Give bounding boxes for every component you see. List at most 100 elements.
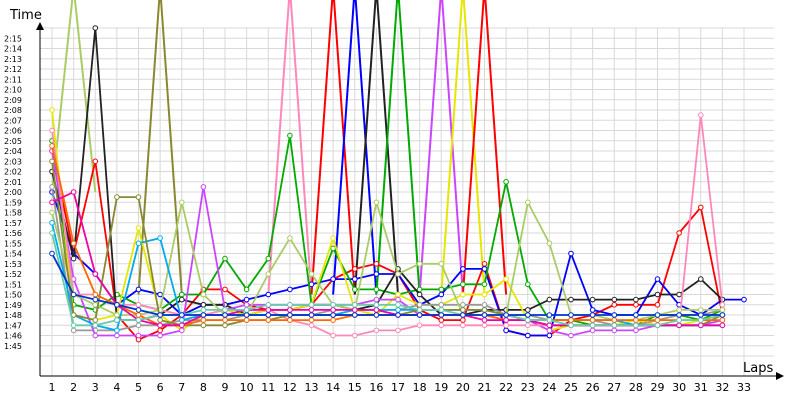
data-point <box>503 179 509 185</box>
data-point <box>460 307 466 313</box>
data-point <box>222 312 228 318</box>
data-point <box>546 312 553 318</box>
x-tick-label: 14 <box>326 381 340 394</box>
x-tick-label: 24 <box>542 381 556 394</box>
data-point <box>92 291 99 298</box>
x-axis-title: Laps <box>743 361 773 376</box>
data-point <box>481 322 488 329</box>
data-point <box>416 322 423 329</box>
data-point <box>135 307 142 313</box>
data-point <box>373 199 380 206</box>
data-point <box>438 322 445 329</box>
x-tick-label: 6 <box>157 381 164 394</box>
data-point <box>589 307 596 313</box>
data-point <box>114 317 120 323</box>
data-point <box>460 266 466 272</box>
data-point <box>92 296 99 303</box>
y-tick-label: 1:54 <box>4 250 22 259</box>
y-tick-label: 1:57 <box>4 219 22 228</box>
data-point <box>243 317 250 323</box>
x-tick-label: 19 <box>434 381 448 394</box>
data-point <box>481 266 488 272</box>
data-point <box>698 204 704 211</box>
y-tick-label: 1:45 <box>4 342 22 351</box>
y-tick-label: 1:58 <box>4 209 22 218</box>
data-point <box>568 250 574 257</box>
data-point <box>114 194 120 200</box>
data-point <box>135 312 142 318</box>
data-point <box>157 327 163 334</box>
data-point <box>352 276 358 282</box>
data-point <box>352 302 358 308</box>
data-point <box>70 322 77 329</box>
y-tick-label: 2:12 <box>4 65 22 74</box>
x-tick-label: 21 <box>478 381 492 394</box>
data-point <box>179 291 185 298</box>
x-tick-label: 20 <box>456 381 470 394</box>
x-tick-label: 32 <box>715 381 729 394</box>
data-point <box>352 312 358 318</box>
data-point <box>330 307 336 313</box>
data-point <box>460 312 466 318</box>
data-point <box>114 332 120 339</box>
x-tick-label: 8 <box>200 381 207 394</box>
y-tick-label: 1:50 <box>4 291 22 300</box>
data-point <box>330 302 336 308</box>
data-point <box>503 327 509 334</box>
y-tick-label: 2:02 <box>4 168 22 177</box>
data-point <box>49 184 55 190</box>
data-point <box>373 307 380 313</box>
data-point <box>633 317 639 323</box>
data-point <box>633 327 639 334</box>
data-point <box>416 312 423 318</box>
data-point <box>676 317 682 323</box>
data-point <box>49 107 55 113</box>
x-tick-label: 29 <box>651 381 665 394</box>
spike-line <box>440 0 486 295</box>
data-point <box>719 302 726 308</box>
data-point <box>265 291 272 298</box>
data-point <box>157 317 163 323</box>
y-tick-label: 2:11 <box>4 75 22 84</box>
data-point <box>654 276 661 282</box>
data-point <box>568 312 574 318</box>
x-tick-label: 13 <box>305 381 319 394</box>
data-point <box>481 307 488 313</box>
data-point <box>200 302 207 308</box>
data-point <box>481 312 488 318</box>
x-tick-label: 28 <box>629 381 643 394</box>
data-point <box>135 240 142 247</box>
y-tick-label: 2:01 <box>4 178 22 187</box>
data-point <box>568 332 574 339</box>
data-point <box>719 322 726 329</box>
series-line <box>51 27 724 321</box>
data-point <box>676 312 682 318</box>
data-point <box>416 307 423 313</box>
data-point <box>222 322 228 329</box>
data-point <box>676 291 682 298</box>
data-point <box>287 317 293 323</box>
spike-line <box>353 0 399 295</box>
data-point <box>438 286 445 293</box>
data-point <box>373 286 380 293</box>
data-point <box>157 332 163 339</box>
x-tick-label: 2 <box>70 381 77 394</box>
data-point <box>654 322 661 329</box>
data-point <box>287 302 293 308</box>
data-point <box>416 291 423 298</box>
data-point <box>546 296 553 303</box>
data-point <box>676 322 682 329</box>
data-point <box>70 189 77 195</box>
data-point <box>460 302 466 308</box>
data-point <box>70 327 77 334</box>
data-point <box>135 225 142 231</box>
data-point <box>719 317 726 323</box>
series-line <box>51 199 723 321</box>
data-point <box>503 317 509 323</box>
y-tick-label: 2:10 <box>4 86 22 95</box>
data-point <box>135 194 142 200</box>
data-point <box>676 307 682 313</box>
y-tick-label: 2:00 <box>4 188 22 197</box>
x-tick-label: 27 <box>607 381 621 394</box>
